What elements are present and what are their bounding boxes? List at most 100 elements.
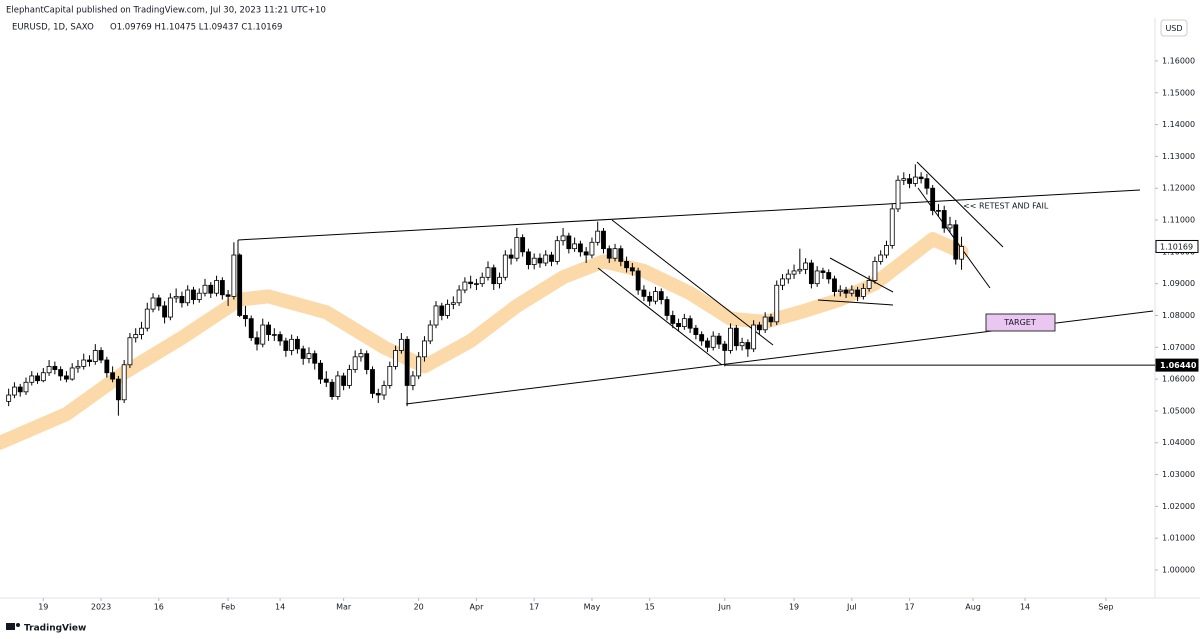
candle-body xyxy=(676,323,681,328)
price-label-box xyxy=(1155,239,1199,253)
candle-body xyxy=(243,315,248,320)
candle-body xyxy=(358,353,364,358)
candle-body xyxy=(318,362,323,380)
candle-body xyxy=(612,248,618,259)
x-tick-label: May xyxy=(584,603,601,612)
candle-body xyxy=(843,289,849,294)
candle-body xyxy=(271,334,277,336)
candle-body xyxy=(658,291,664,300)
currency-box[interactable] xyxy=(1160,19,1188,37)
candle-body xyxy=(872,260,878,281)
candle-body xyxy=(670,315,676,324)
candle-body xyxy=(768,316,774,323)
candle-body xyxy=(439,305,445,316)
candle-body xyxy=(393,350,399,367)
candle-body xyxy=(173,295,179,299)
candle-body xyxy=(474,283,479,285)
target-box[interactable] xyxy=(985,313,1056,332)
candle-body xyxy=(907,178,912,184)
candle-body xyxy=(179,295,185,304)
candle-body xyxy=(162,305,168,318)
y-tick-label: 1.00000 xyxy=(1162,566,1195,575)
candle-body xyxy=(52,365,58,370)
candle-body xyxy=(837,289,843,293)
candle-body xyxy=(554,240,560,262)
trendline xyxy=(237,189,1141,241)
candle-body xyxy=(618,248,624,262)
candle-body xyxy=(485,267,491,278)
candle-body xyxy=(167,297,173,318)
candle-body xyxy=(6,394,12,402)
candle-body xyxy=(341,375,347,386)
candle-body xyxy=(35,375,40,382)
x-tick-label: 17 xyxy=(904,603,914,612)
y-tick-label: 1.09000 xyxy=(1162,279,1195,288)
symbol: EURUSD, 1D, SAXO xyxy=(12,23,94,33)
y-tick-label: 1.07000 xyxy=(1162,343,1195,352)
candle-body xyxy=(150,297,156,310)
price-label-box xyxy=(1155,358,1199,372)
candle-body xyxy=(780,278,785,286)
candle-body xyxy=(739,342,745,347)
x-tick-label: 20 xyxy=(414,603,424,612)
flag-line xyxy=(817,299,894,306)
candle-body xyxy=(370,369,375,394)
candle-body xyxy=(918,176,924,180)
candle-body xyxy=(450,302,456,305)
x-tick-label: 16 xyxy=(154,603,164,612)
candle-body xyxy=(104,359,110,374)
candle-body xyxy=(606,248,612,259)
candle-body xyxy=(306,353,312,359)
candle-body xyxy=(260,324,266,345)
candles xyxy=(6,164,964,416)
candle-body xyxy=(237,254,243,316)
candle-body xyxy=(323,378,329,383)
candle-body xyxy=(214,280,219,294)
candle-body xyxy=(416,356,422,377)
annotation[interactable]: << RETEST AND FAIL xyxy=(963,202,1049,211)
candle-body xyxy=(947,224,953,229)
candle-body xyxy=(283,340,289,351)
candle-body xyxy=(785,273,791,280)
candle-body xyxy=(491,267,497,285)
candle-body xyxy=(855,289,861,297)
candle-body xyxy=(115,378,121,401)
candle-body xyxy=(797,268,803,272)
x-tick-label: Aug xyxy=(965,603,981,612)
candle-body xyxy=(127,337,133,366)
candle-body xyxy=(826,272,832,280)
candle-body xyxy=(924,178,930,189)
candle-body xyxy=(468,281,474,285)
candle-body xyxy=(497,276,502,285)
candle-body xyxy=(300,348,306,359)
candle-body xyxy=(277,334,283,342)
candle-body xyxy=(81,359,87,367)
candle-body xyxy=(866,280,872,289)
candle-body xyxy=(185,289,191,304)
candle-body xyxy=(312,353,318,364)
candle-body xyxy=(219,280,225,296)
candle-body xyxy=(531,257,537,265)
x-tick-label: Jun xyxy=(718,603,732,612)
candle-body xyxy=(225,294,231,297)
brand-logo xyxy=(6,623,15,630)
x-tick-label: 14 xyxy=(275,603,285,612)
candle-body xyxy=(572,243,578,250)
candle-body xyxy=(543,254,549,264)
byline: ElephantCapital published on TradingView… xyxy=(6,6,326,16)
candle-body xyxy=(352,356,358,370)
candle-body xyxy=(23,381,29,393)
candle-body xyxy=(560,235,566,242)
candle-body xyxy=(144,308,150,329)
candle-body xyxy=(733,327,739,347)
candle-body xyxy=(445,303,450,316)
candle-body xyxy=(953,224,959,260)
candle-body xyxy=(699,334,705,342)
y-tick-label: 1.13000 xyxy=(1162,152,1195,161)
candle-body xyxy=(404,338,410,386)
candle-body xyxy=(814,270,820,285)
x-tick-label: Apr xyxy=(470,603,485,612)
x-tick-label: 19 xyxy=(38,603,48,612)
target-label[interactable]: TARGET xyxy=(1003,318,1036,327)
y-tick-label: 1.01000 xyxy=(1162,534,1195,543)
